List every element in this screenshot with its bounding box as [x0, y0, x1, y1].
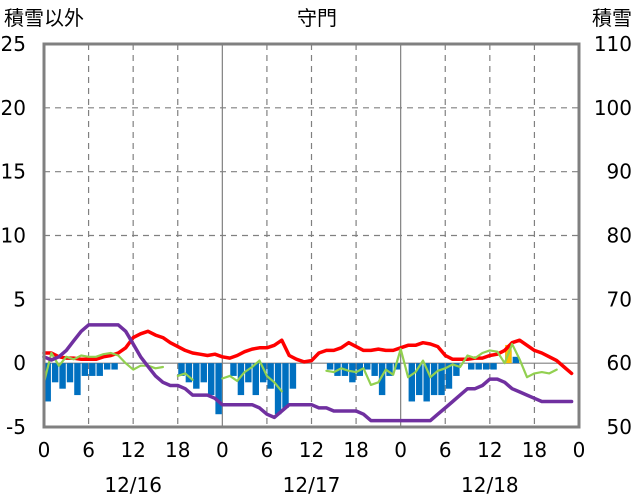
- precip-bar: [200, 363, 207, 383]
- plot-frame: [42, 42, 581, 429]
- precip-bar: [289, 363, 297, 389]
- precip-bar: [371, 363, 378, 376]
- bars: [44, 344, 520, 415]
- right-tick-label: 90: [607, 160, 632, 184]
- x-tick-label: 12: [299, 438, 324, 462]
- precip-bar: [81, 363, 89, 376]
- precip-bar: [185, 363, 193, 383]
- precip-bar: [482, 363, 490, 370]
- precip-bar: [252, 363, 259, 396]
- precip-bar: [378, 363, 386, 396]
- series-lines: [42, 323, 574, 423]
- left-tick-label: 10: [1, 224, 26, 248]
- left-y-ticks: 25 20 15 10 5 0 -5: [1, 32, 26, 439]
- x-tick-label: 0: [216, 438, 229, 462]
- precip-bar: [237, 363, 245, 396]
- precip-bar: [326, 363, 334, 370]
- precip-bar: [453, 363, 460, 376]
- series-line-2: [42, 323, 574, 423]
- precip-bar: [259, 363, 267, 383]
- right-tick-label: 50: [607, 415, 632, 439]
- precip-bar: [445, 363, 453, 389]
- right-y-ticks: 110 100 90 80 70 60 50: [594, 32, 632, 439]
- precip-bar: [89, 363, 96, 376]
- x-tick-label: 18: [522, 438, 547, 462]
- precip-bar: [178, 363, 185, 376]
- series-line-1: [42, 342, 558, 393]
- precip-bar: [349, 363, 356, 383]
- precip-bar: [416, 363, 423, 396]
- x-tick-label: 6: [82, 438, 95, 462]
- precip-bar: [66, 363, 74, 383]
- precip-bar: [393, 363, 401, 370]
- precip-bar: [468, 363, 475, 370]
- x-tick-label: 6: [439, 438, 452, 462]
- left-tick-label: -5: [6, 415, 26, 439]
- precip-bar: [282, 363, 289, 408]
- chart-title: 守門: [297, 6, 337, 30]
- left-axis-label: 積雪以外: [4, 6, 84, 30]
- x-tick-label: 18: [343, 438, 368, 462]
- precip-bar: [230, 363, 237, 376]
- precip-bar: [245, 363, 252, 383]
- grid: [44, 44, 579, 427]
- left-tick-label: 15: [1, 160, 26, 184]
- date-labels: 12/16 12/17 12/18: [104, 473, 518, 497]
- x-tick-label: 12: [120, 438, 145, 462]
- x-ticks: 0 6 12 18 0 6 12 18 0 6 12 18 0: [38, 438, 586, 462]
- right-tick-label: 110: [594, 32, 632, 56]
- right-tick-label: 100: [594, 96, 632, 120]
- right-axis-label: 積雪: [592, 6, 632, 30]
- precip-bar: [111, 363, 118, 370]
- x-tick-label: 18: [165, 438, 190, 462]
- precip-bar: [51, 363, 59, 383]
- date-label: 12/17: [283, 473, 341, 497]
- precip-bar: [103, 363, 111, 370]
- left-tick-label: 0: [13, 351, 26, 375]
- precip-bar: [193, 363, 200, 389]
- x-tick-label: 0: [38, 438, 51, 462]
- precip-bar: [59, 363, 66, 389]
- date-label: 12/18: [461, 473, 519, 497]
- precip-bar: [430, 363, 438, 396]
- precip-bar: [475, 363, 482, 370]
- precip-bar: [274, 363, 282, 415]
- left-tick-label: 25: [1, 32, 26, 56]
- x-tick-label: 6: [261, 438, 274, 462]
- precip-bar: [438, 363, 445, 396]
- x-tick-label: 12: [477, 438, 502, 462]
- left-tick-label: 5: [13, 287, 26, 311]
- right-tick-label: 80: [607, 224, 632, 248]
- x-tick-label: 0: [394, 438, 407, 462]
- precip-bar: [74, 363, 81, 396]
- right-tick-label: 60: [607, 351, 632, 375]
- x-tick-label: 0: [573, 438, 586, 462]
- precip-bar: [364, 363, 371, 370]
- precip-bar: [512, 356, 520, 364]
- right-tick-label: 70: [607, 287, 632, 311]
- date-label: 12/16: [104, 473, 162, 497]
- precip-bar: [386, 363, 393, 376]
- precip-bar: [96, 363, 103, 376]
- precip-bar: [44, 363, 51, 402]
- precip-bar: [490, 363, 497, 370]
- left-tick-label: 20: [1, 96, 26, 120]
- precip-bar: [408, 363, 416, 402]
- precip-bar: [423, 363, 430, 402]
- precip-bar: [207, 363, 215, 396]
- precip-bar: [267, 363, 274, 389]
- precip-bar: [215, 363, 222, 415]
